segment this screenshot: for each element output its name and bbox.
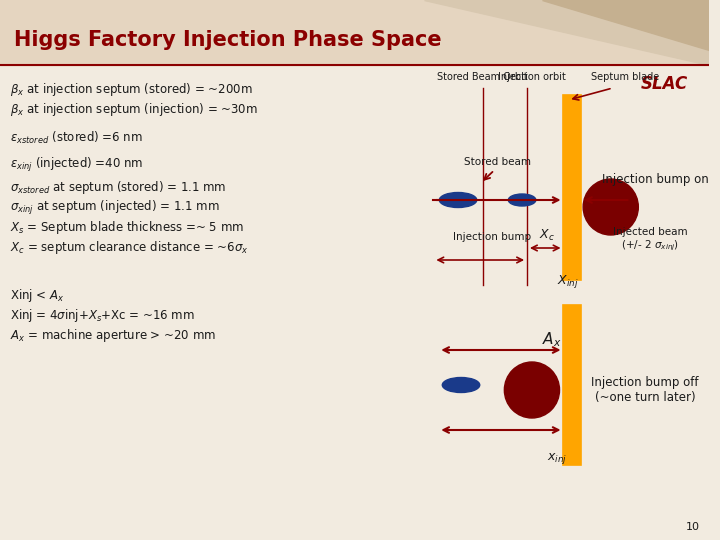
Text: $X_c$: $X_c$: [539, 228, 555, 243]
Text: Higgs Factory Injection Phase Space: Higgs Factory Injection Phase Space: [14, 30, 441, 50]
Bar: [564, 305, 581, 465]
Text: Xinj = 4$\sigma$inj+$X_s$+Xc = ~16 mm: Xinj = 4$\sigma$inj+$X_s$+Xc = ~16 mm: [10, 307, 195, 323]
Text: $\sigma_{xinj}$ at septum (injected) = 1.1 mm: $\sigma_{xinj}$ at septum (injected) = 1…: [10, 199, 220, 217]
Bar: [564, 95, 581, 280]
Text: Injection bump: Injection bump: [454, 232, 531, 242]
Text: Injection bump on: Injection bump on: [602, 173, 708, 186]
Text: $\beta_x$ at injection septum (injection) = ~30m: $\beta_x$ at injection septum (injection…: [10, 102, 258, 118]
Circle shape: [583, 179, 639, 235]
Circle shape: [504, 362, 559, 418]
Bar: [0, 0, 709, 65]
Text: $X_c$ = septum clearance distance = ~6$\sigma_x$: $X_c$ = septum clearance distance = ~6$\…: [10, 240, 248, 256]
Text: $\sigma_{xstored}$ at septum (stored) = 1.1 mm: $\sigma_{xstored}$ at septum (stored) = …: [10, 179, 226, 197]
Text: $A_x$: $A_x$: [542, 330, 562, 349]
Text: $\beta_x$ at injection septum (stored) = ~200m: $\beta_x$ at injection septum (stored) =…: [10, 82, 253, 98]
Text: Injected beam
(+/- 2 $\sigma_{xinj}$): Injected beam (+/- 2 $\sigma_{xinj}$): [613, 227, 688, 253]
Text: $x_{inj}$: $x_{inj}$: [546, 450, 567, 465]
Text: Xinj < $A_x$: Xinj < $A_x$: [10, 287, 64, 303]
Text: Stored Beam Orbit: Stored Beam Orbit: [437, 72, 528, 82]
Text: Septum blade: Septum blade: [591, 72, 660, 82]
Text: 10: 10: [685, 522, 699, 532]
Text: $X_s$ = Septum blade thickness =~ 5 mm: $X_s$ = Septum blade thickness =~ 5 mm: [10, 219, 244, 237]
Text: Stored beam: Stored beam: [464, 157, 531, 167]
Ellipse shape: [439, 192, 477, 207]
Ellipse shape: [508, 194, 536, 206]
Text: Injection orbit: Injection orbit: [498, 72, 566, 82]
Polygon shape: [423, 0, 709, 65]
Polygon shape: [541, 0, 709, 50]
Text: $\varepsilon_{xstored}$ (stored) =6 nm: $\varepsilon_{xstored}$ (stored) =6 nm: [10, 130, 143, 146]
Ellipse shape: [442, 377, 480, 393]
Text: $\varepsilon_{xinj}$ (injected) =40 nm: $\varepsilon_{xinj}$ (injected) =40 nm: [10, 156, 143, 174]
Text: SLAC: SLAC: [640, 75, 688, 93]
Text: Injection bump off
(~one turn later): Injection bump off (~one turn later): [591, 376, 699, 404]
Text: $X_{inj}$: $X_{inj}$: [557, 273, 578, 291]
Text: $A_x$ = machine aperture > ~20 mm: $A_x$ = machine aperture > ~20 mm: [10, 327, 216, 343]
